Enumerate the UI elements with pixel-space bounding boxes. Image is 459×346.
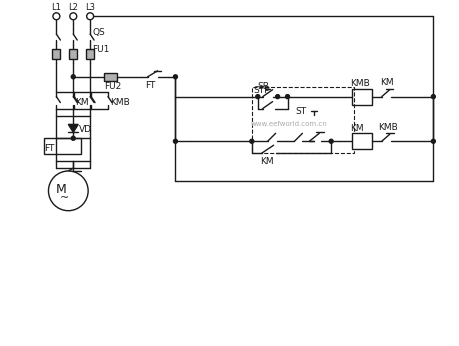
Text: KMB: KMB [110,98,129,107]
Circle shape [70,13,77,20]
Text: M: M [56,183,67,197]
Text: KM: KM [75,98,89,107]
Text: ~: ~ [60,193,69,203]
Circle shape [53,13,60,20]
Text: FT: FT [145,81,155,90]
Circle shape [48,171,88,211]
Text: KM: KM [349,124,363,133]
Text: KM: KM [379,78,392,87]
Circle shape [431,139,434,143]
Bar [69,49,77,59]
Circle shape [329,139,332,143]
Bar [86,49,94,59]
Circle shape [275,95,279,99]
Text: L1: L1 [51,3,61,12]
Bar [44,138,81,154]
Circle shape [71,75,75,79]
Bar [251,87,353,153]
Text: SB: SB [257,82,269,91]
Bar [351,133,371,149]
Text: FU2: FU2 [104,82,121,91]
Text: L2: L2 [68,3,78,12]
Text: FT: FT [45,144,55,153]
Circle shape [173,75,177,79]
Bar [351,89,371,104]
Bar [104,73,117,81]
Text: ST: ST [295,107,306,116]
Circle shape [173,139,177,143]
Circle shape [86,13,93,20]
Text: KMB: KMB [377,123,397,132]
Circle shape [285,95,289,99]
Text: FU1: FU1 [92,45,109,54]
Circle shape [249,139,253,143]
Text: VD: VD [79,125,92,134]
Text: QS: QS [92,28,105,37]
Circle shape [431,95,434,99]
Polygon shape [68,125,78,132]
Circle shape [71,136,75,140]
Circle shape [255,95,259,99]
Bar [52,49,60,59]
Text: KM: KM [259,157,273,166]
Text: L3: L3 [85,3,95,12]
Text: STP: STP [253,86,270,95]
Text: KMB: KMB [349,79,369,88]
Text: www.eefworld.com.cn: www.eefworld.com.cn [251,121,327,127]
